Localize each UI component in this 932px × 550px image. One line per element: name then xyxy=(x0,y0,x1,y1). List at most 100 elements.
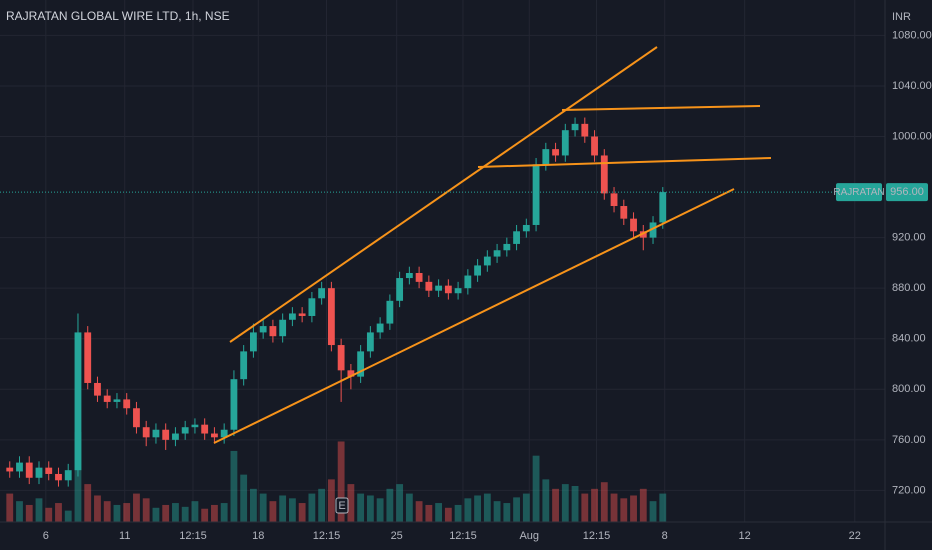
candle-body xyxy=(191,424,199,428)
volume-bar xyxy=(250,488,257,522)
candle-body xyxy=(230,379,238,430)
candle-body xyxy=(552,149,559,156)
volume-bar xyxy=(55,503,62,522)
trend-line xyxy=(229,46,658,343)
volume-bar xyxy=(220,503,228,522)
volume-bar xyxy=(142,498,150,522)
candle-body xyxy=(600,155,608,194)
x-tick-label: 8 xyxy=(662,530,668,542)
volume-bar xyxy=(610,493,618,522)
candle-body xyxy=(318,288,326,299)
volume-bar xyxy=(152,507,160,522)
candle-body xyxy=(133,408,140,428)
candle-body xyxy=(103,395,111,402)
volume-bar xyxy=(230,450,238,522)
volume-bar xyxy=(444,507,452,522)
volume-bar xyxy=(435,503,443,522)
volume-bar xyxy=(464,498,472,522)
volume-bar xyxy=(600,482,608,522)
volume-bar xyxy=(483,493,491,522)
candle-body xyxy=(649,222,657,238)
candle-body xyxy=(454,288,462,294)
x-tick-label: 25 xyxy=(391,530,403,542)
event-marker: E xyxy=(335,497,349,514)
volume-bar xyxy=(405,493,413,522)
candle-body xyxy=(259,326,267,333)
volume-bar xyxy=(376,498,384,522)
candle-body xyxy=(503,243,511,251)
candle-body xyxy=(396,278,404,301)
candle-body xyxy=(542,149,550,165)
volume-bar xyxy=(659,493,667,522)
volume-bar xyxy=(162,504,170,522)
volume-bar xyxy=(172,503,179,522)
grid xyxy=(0,0,885,522)
candle-body xyxy=(474,265,481,276)
volume-bar xyxy=(337,441,345,522)
volume-bar xyxy=(308,493,316,522)
candle-body xyxy=(444,285,452,294)
candle-body xyxy=(45,467,53,474)
candle-body xyxy=(435,285,443,291)
volume-bar xyxy=(513,497,520,522)
candle-body xyxy=(35,467,43,478)
volume-bar xyxy=(503,503,511,522)
candle-body xyxy=(327,288,335,346)
candle-body xyxy=(152,429,160,438)
volume-bar xyxy=(581,493,589,522)
volume-bar xyxy=(493,501,501,522)
x-tick-label: 12:15 xyxy=(583,530,611,542)
trend-line xyxy=(561,105,761,111)
candle-body xyxy=(405,273,413,279)
y-tick-label: 800.00 xyxy=(892,383,926,395)
x-tick-label: 12:15 xyxy=(449,530,477,542)
x-tick-label: 11 xyxy=(119,530,130,542)
volume-bar xyxy=(357,493,365,522)
candle-body xyxy=(639,231,647,238)
y-tick-label: 720.00 xyxy=(892,484,926,496)
volume-bar xyxy=(201,508,209,522)
event-box xyxy=(335,497,349,514)
volume-bar xyxy=(396,484,404,522)
candle-body xyxy=(250,332,257,352)
volume-bar xyxy=(571,486,579,522)
candle-body xyxy=(357,351,365,377)
volume-bar xyxy=(532,455,540,522)
candle-body xyxy=(659,192,667,223)
candle-body xyxy=(522,224,530,232)
candle-body xyxy=(288,313,296,320)
candle-body xyxy=(172,433,179,440)
trend-lines xyxy=(213,46,772,444)
volume-bar xyxy=(425,504,433,522)
candle-body xyxy=(6,467,14,472)
trend-line xyxy=(477,157,772,168)
candle-body xyxy=(55,473,62,481)
volume-bar xyxy=(113,504,121,522)
volume-bar xyxy=(123,503,131,522)
y-tick-label: 840.00 xyxy=(892,333,926,345)
candle-body xyxy=(571,123,579,131)
price-label: 956.00 xyxy=(890,186,924,198)
x-tick-label: Aug xyxy=(519,530,539,542)
y-tick-label: 760.00 xyxy=(892,434,926,446)
candle-body xyxy=(610,193,618,207)
candle-body xyxy=(162,429,170,440)
candle-body xyxy=(532,164,540,225)
candle-body xyxy=(630,218,637,232)
volume-bar xyxy=(133,493,140,522)
volume-bar xyxy=(542,479,550,522)
symbol-label: RAJRATAN xyxy=(833,187,884,198)
candle-body xyxy=(513,231,520,244)
candle-body xyxy=(366,332,374,352)
candle-body xyxy=(425,281,433,291)
candle-body xyxy=(269,326,277,337)
candle-body xyxy=(386,300,394,324)
x-tick-label: 12:15 xyxy=(313,530,341,542)
volume-bar xyxy=(561,484,569,522)
candles xyxy=(6,117,667,487)
volume-bar xyxy=(94,495,101,522)
volume-bar xyxy=(552,488,559,522)
trend-line xyxy=(213,188,735,444)
volume-bar xyxy=(415,501,423,522)
